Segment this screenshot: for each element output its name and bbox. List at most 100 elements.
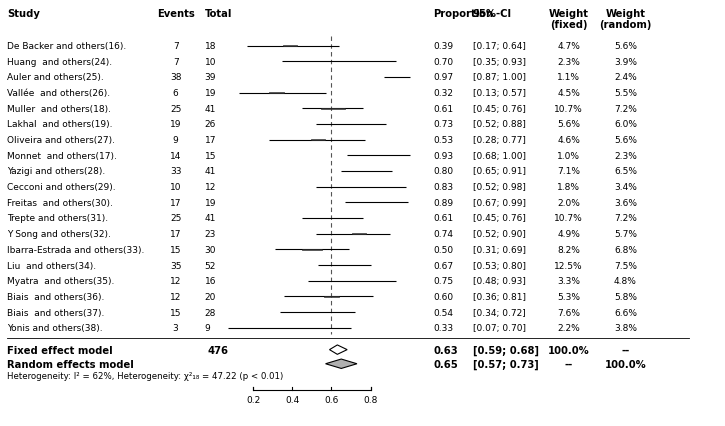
Text: 0.73: 0.73	[434, 120, 454, 129]
Text: 17: 17	[170, 199, 181, 207]
Text: 100.0%: 100.0%	[605, 359, 646, 369]
Text: 12: 12	[170, 276, 181, 285]
Text: 14: 14	[170, 151, 181, 161]
Text: 0.80: 0.80	[434, 167, 454, 176]
Text: 3.4%: 3.4%	[614, 183, 637, 192]
Text: 0.70: 0.70	[434, 58, 454, 66]
Text: 5.6%: 5.6%	[557, 120, 580, 129]
Text: 0.39: 0.39	[434, 42, 454, 51]
Text: 41: 41	[204, 167, 216, 176]
Text: 7: 7	[173, 58, 178, 66]
Text: Vallée  and others(26).: Vallée and others(26).	[7, 89, 110, 98]
Text: 7.6%: 7.6%	[557, 308, 580, 317]
Text: 6: 6	[173, 89, 178, 98]
Text: 12: 12	[204, 183, 216, 192]
Text: [0.67; 0.99]: [0.67; 0.99]	[473, 199, 526, 207]
Text: Biais  and others(36).: Biais and others(36).	[7, 292, 104, 301]
Text: 12.5%: 12.5%	[554, 261, 583, 270]
Text: [0.68; 1.00]: [0.68; 1.00]	[473, 151, 526, 161]
Text: 17: 17	[204, 136, 216, 145]
Text: [0.35; 0.93]: [0.35; 0.93]	[473, 58, 526, 66]
Text: 3.8%: 3.8%	[614, 323, 637, 332]
Text: 39: 39	[204, 73, 216, 82]
Text: 5.6%: 5.6%	[614, 42, 637, 51]
Text: [0.13; 0.57]: [0.13; 0.57]	[473, 89, 526, 98]
Text: 15: 15	[170, 245, 181, 254]
Text: 41: 41	[204, 104, 216, 113]
Text: 0.61: 0.61	[434, 214, 454, 223]
Text: 15: 15	[170, 308, 181, 317]
Text: 5.6%: 5.6%	[614, 136, 637, 145]
Text: [0.28; 0.77]: [0.28; 0.77]	[473, 136, 526, 145]
Text: 4.7%: 4.7%	[557, 42, 580, 51]
Text: 7: 7	[173, 42, 178, 51]
Text: Monnet  and others(17).: Monnet and others(17).	[7, 151, 117, 161]
Text: Yonis and others(38).: Yonis and others(38).	[7, 323, 103, 332]
Text: 10: 10	[204, 58, 216, 66]
Text: 5.7%: 5.7%	[614, 230, 637, 239]
Text: 0.8: 0.8	[363, 395, 378, 404]
Text: 35: 35	[170, 261, 181, 270]
Text: 7.1%: 7.1%	[557, 167, 580, 176]
Text: 0.65: 0.65	[434, 359, 458, 369]
Text: Oliveira and others(27).: Oliveira and others(27).	[7, 136, 115, 145]
Text: Trepte and others(31).: Trepte and others(31).	[7, 214, 108, 223]
Text: 0.67: 0.67	[434, 261, 454, 270]
Polygon shape	[329, 345, 347, 354]
Text: Events: Events	[157, 9, 194, 19]
Text: [0.57; 0.73]: [0.57; 0.73]	[473, 359, 539, 369]
Text: 7.5%: 7.5%	[614, 261, 637, 270]
Text: 0.60: 0.60	[434, 292, 454, 301]
Text: [0.31; 0.69]: [0.31; 0.69]	[473, 245, 526, 254]
Text: Cecconi and others(29).: Cecconi and others(29).	[7, 183, 116, 192]
Polygon shape	[326, 359, 357, 368]
Text: Proportion: Proportion	[434, 9, 494, 19]
Text: 0.89: 0.89	[434, 199, 454, 207]
Text: De Backer and others(16).: De Backer and others(16).	[7, 42, 126, 51]
Text: Study: Study	[7, 9, 40, 19]
Text: --: --	[621, 345, 629, 355]
Text: 28: 28	[204, 308, 216, 317]
Text: 26: 26	[204, 120, 216, 129]
Text: 4.9%: 4.9%	[557, 230, 580, 239]
Bar	[321, 218, 345, 219]
Text: 30: 30	[204, 245, 216, 254]
Text: 23: 23	[204, 230, 216, 239]
Text: Yazigi and others(28).: Yazigi and others(28).	[7, 167, 106, 176]
Text: 0.83: 0.83	[434, 183, 454, 192]
Text: Muller  and others(18).: Muller and others(18).	[7, 104, 111, 113]
Text: --: --	[565, 359, 573, 369]
Text: 476: 476	[207, 345, 228, 355]
Text: 0.74: 0.74	[434, 230, 454, 239]
Text: 0.4: 0.4	[285, 395, 299, 404]
Text: 15: 15	[204, 151, 216, 161]
Text: 12: 12	[170, 292, 181, 301]
Text: Huang  and others(24).: Huang and others(24).	[7, 58, 112, 66]
Text: Liu  and others(34).: Liu and others(34).	[7, 261, 96, 270]
Text: [0.52; 0.98]: [0.52; 0.98]	[473, 183, 526, 192]
Text: 100.0%: 100.0%	[547, 345, 589, 355]
Text: 1.1%: 1.1%	[557, 73, 580, 82]
Text: 0.2: 0.2	[246, 395, 260, 404]
Text: 33: 33	[170, 167, 181, 176]
Text: 6.0%: 6.0%	[614, 120, 637, 129]
Text: Ibarra-Estrada and others(33).: Ibarra-Estrada and others(33).	[7, 245, 144, 254]
Bar	[362, 171, 380, 172]
Text: 10.7%: 10.7%	[554, 104, 583, 113]
Text: 2.4%: 2.4%	[614, 73, 637, 82]
Text: Fixed effect model: Fixed effect model	[7, 345, 113, 355]
Text: Lakhal  and others(19).: Lakhal and others(19).	[7, 120, 113, 129]
Text: 41: 41	[204, 214, 216, 223]
Text: 9: 9	[204, 323, 210, 332]
Text: 0.75: 0.75	[434, 276, 454, 285]
Text: 7.2%: 7.2%	[614, 214, 637, 223]
Text: 52: 52	[204, 261, 216, 270]
Text: 1.0%: 1.0%	[557, 151, 580, 161]
Text: 3.6%: 3.6%	[614, 199, 637, 207]
Text: [0.52; 0.90]: [0.52; 0.90]	[473, 230, 526, 239]
Text: 5.3%: 5.3%	[557, 292, 580, 301]
Text: 20: 20	[204, 292, 216, 301]
Text: 95%-CI: 95%-CI	[473, 9, 512, 19]
Text: 6.8%: 6.8%	[614, 245, 637, 254]
Text: Random effects model: Random effects model	[7, 359, 134, 369]
